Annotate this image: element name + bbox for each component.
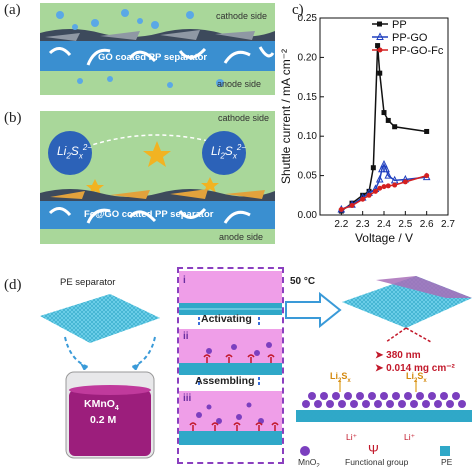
legend-label: PP xyxy=(392,19,407,31)
li2sx-left: Li2Sx xyxy=(330,371,351,384)
steps-panel: i Activating ii Assembling iii xyxy=(177,267,284,464)
data-point xyxy=(385,117,391,123)
y-tick-label: 0.10 xyxy=(298,131,318,142)
panel-a-anode-label: anode side xyxy=(216,79,261,89)
legend-label: PP-GO xyxy=(392,32,428,44)
data-point xyxy=(424,173,430,179)
y-tick-label: 0.20 xyxy=(298,52,318,63)
x-tick-label: 2.3 xyxy=(356,219,370,230)
data-point xyxy=(377,185,383,191)
x-axis-label: Voltage / V xyxy=(355,231,413,245)
li-plus-right: Li⁺ xyxy=(404,432,416,442)
polysulfide-right: Li2Sx2− xyxy=(211,143,246,161)
panel-label-d: (d) xyxy=(4,277,22,293)
data-point xyxy=(370,165,376,171)
panel-b-anode-label: anode side xyxy=(218,232,263,242)
panel-a-separator-label: GO coated PP separator xyxy=(98,52,208,63)
data-point xyxy=(392,124,398,130)
data-point xyxy=(381,110,387,116)
y-axis-label: Shuttle current / mA cm⁻² xyxy=(279,49,293,184)
y-tick-label: 0.25 xyxy=(298,13,318,24)
polysulfide-left: Li2Sx2− xyxy=(57,143,92,161)
mno2-legend-icon xyxy=(300,446,310,456)
data-point xyxy=(338,206,344,212)
functional-group-legend-label: Functional group xyxy=(345,457,409,467)
x-tick-label: 2.6 xyxy=(420,219,434,230)
kmno4-label: KMnO4 xyxy=(84,398,119,413)
pe-legend-icon xyxy=(440,446,450,456)
legend-label: PP-GO-Fc xyxy=(392,45,444,57)
activating-label: Activating xyxy=(201,313,252,325)
panel-label-c: c) xyxy=(292,2,304,18)
data-point xyxy=(360,192,366,198)
temperature-label: 50 °C xyxy=(290,276,316,287)
kmno4-concentration: 0.2 M xyxy=(90,414,117,426)
data-point xyxy=(382,164,390,173)
mno2-legend-label: MnO2 xyxy=(298,457,320,467)
data-point xyxy=(372,188,378,194)
data-point xyxy=(366,192,372,198)
panel-b-cathode-label: cathode side xyxy=(217,113,269,123)
pe-separator-sheet xyxy=(40,294,160,343)
loading-label: ➤ 0.014 mg cm⁻² xyxy=(375,363,455,374)
data-point xyxy=(377,70,383,76)
data-point xyxy=(392,182,398,188)
step-i-label: i xyxy=(183,275,186,286)
coated-separator-sheet xyxy=(342,276,472,343)
step-ii-label: ii xyxy=(183,331,189,342)
data-point xyxy=(360,196,366,202)
data-point xyxy=(385,183,391,189)
y-tick-label: 0.00 xyxy=(298,210,318,221)
panel-label-a: (a) xyxy=(4,2,21,18)
data-point xyxy=(402,179,408,185)
x-tick-label: 2.2 xyxy=(334,219,348,230)
pe-separator-label: PE separator xyxy=(60,277,116,288)
thickness-label: ➤ 380 nm xyxy=(375,350,421,361)
legend-marker xyxy=(377,21,382,27)
data-point xyxy=(384,170,393,179)
data-point xyxy=(366,188,372,194)
panel-a-cathode-label: cathode side xyxy=(215,11,267,21)
panel-a-art xyxy=(40,9,275,88)
panel-b-schematic: Li2Sx2− Li2Sx2− cathode side Fc@GO coate… xyxy=(40,111,275,244)
data-point xyxy=(424,128,430,134)
panel-b-art xyxy=(40,131,275,229)
data-point xyxy=(380,159,388,168)
li2sx-right: Li2Sx xyxy=(406,371,427,384)
legend-marker xyxy=(377,47,383,53)
panel-b-separator-label: Fc@GO coated PP separator xyxy=(84,209,214,220)
shuttle-current-chart: 2.2 2.3 2.4 2.5 2.6 2.7 0.00 0.05 0.10 0.15 0.20 0.… xyxy=(279,13,455,245)
panel-label-b: (b) xyxy=(4,110,22,126)
y-tick-label: 0.05 xyxy=(298,171,318,182)
step-iii-label: iii xyxy=(183,393,192,404)
data-point xyxy=(378,164,386,173)
x-tick-label: 2.4 xyxy=(377,219,391,230)
y-tick-label: 0.15 xyxy=(298,92,318,103)
pe-legend-label: PE xyxy=(441,457,453,467)
x-tick-label: 2.5 xyxy=(398,219,412,230)
process-arrow xyxy=(285,291,342,329)
data-point xyxy=(381,184,387,190)
steps-art xyxy=(179,271,282,445)
data-point xyxy=(349,203,355,209)
beaker-kmno4 xyxy=(65,371,155,459)
data-point xyxy=(375,43,381,49)
data-point xyxy=(375,174,384,183)
panel-a-schematic: cathode side GO coated PP separator anod… xyxy=(40,3,275,95)
assembling-label: Assembling xyxy=(195,375,255,387)
functional-group-legend-icon: Ψ xyxy=(368,442,379,457)
dashed-arrows xyxy=(64,336,156,370)
li-plus-left: Li⁺ xyxy=(346,432,358,442)
x-tick-label: 2.7 xyxy=(441,219,455,230)
legend-marker xyxy=(376,32,384,40)
zoomed-structure xyxy=(296,380,472,422)
